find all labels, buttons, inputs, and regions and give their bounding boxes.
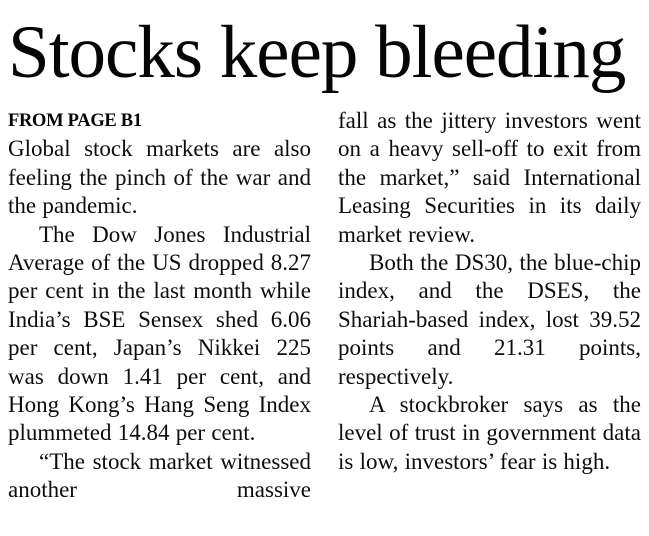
article-columns: FROM PAGE B1 Global stock markets are al… [8, 107, 641, 505]
paragraph: The Dow Jones Industrial Average of the … [8, 221, 311, 446]
paragraph: fall as the jittery investors went on a … [338, 108, 641, 247]
column-left: FROM PAGE B1 Global stock markets are al… [8, 107, 311, 505]
headline: Stocks keep bleeding [8, 11, 626, 94]
paragraph: Global stock markets are also feeling th… [8, 136, 311, 219]
paragraph: A stockbroker says as the level of trust… [338, 392, 641, 474]
paragraph: Both the DS30, the blue-chip index, and … [338, 250, 641, 389]
kicker: FROM PAGE B1 [8, 111, 142, 131]
paragraph: “The stock market witnessed another mass… [8, 448, 311, 503]
column-right: fall as the jittery investors went on a … [338, 107, 641, 505]
